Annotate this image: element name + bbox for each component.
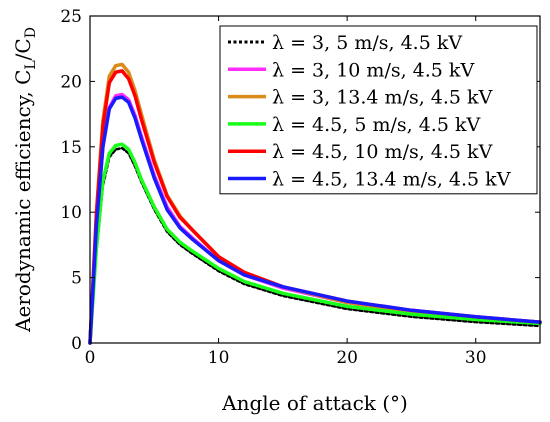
legend-entry-5: λ = 4.5, 10 m/s, 4.5 kV	[272, 141, 493, 163]
legend-entry-2: λ = 3, 10 m/s, 4.5 kV	[272, 59, 474, 81]
y-tick-label: 0	[71, 334, 82, 354]
y-axis-label-sub-d: D	[23, 27, 39, 38]
legend-entry-4: λ = 4.5, 5 m/s, 4.5 kV	[272, 114, 480, 136]
legend-box	[219, 25, 538, 195]
y-tick-label: 20	[60, 72, 82, 92]
legend-entry-3: λ = 3, 13.4 m/s, 4.5 kV	[272, 87, 493, 109]
y-tick-label: 10	[60, 203, 82, 223]
ticks-layer: 0 10 20 30 0 5 10 15 20 25	[60, 7, 540, 368]
x-tick-label: 30	[465, 348, 487, 368]
x-tick-label: 0	[85, 348, 96, 368]
y-tick-label: 25	[60, 7, 82, 27]
legend-entry-6: λ = 4.5, 13.4 m/s, 4.5 kV	[272, 169, 511, 191]
y-axis-label-slash: /C	[11, 38, 35, 60]
x-axis-label: Angle of attack (°)	[221, 391, 408, 415]
y-axis-label-main: Aerodynamic efficiency, C	[11, 70, 35, 333]
y-axis-label-sub-l: L	[23, 60, 39, 69]
series-line-4	[88, 142, 542, 345]
curves-layer	[88, 62, 542, 345]
plot-frame	[89, 15, 541, 344]
y-tick-label: 5	[71, 269, 82, 289]
series-line-6	[88, 95, 542, 345]
legend: λ = 3, 5 m/s, 4.5 kV λ = 3, 10 m/s, 4.5 k…	[219, 25, 538, 195]
x-tick-label: 10	[208, 348, 230, 368]
x-tick-label: 20	[336, 348, 358, 368]
y-axis-label: Aerodynamic efficiency, CL/CD	[11, 27, 39, 333]
y-tick-label: 15	[60, 138, 82, 158]
legend-entry-1: λ = 3, 5 m/s, 4.5 kV	[272, 32, 462, 54]
